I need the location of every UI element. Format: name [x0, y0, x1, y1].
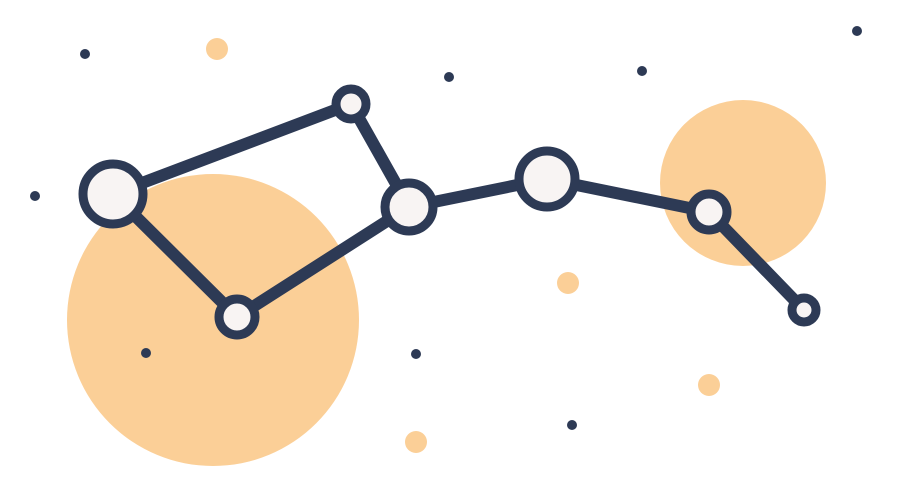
- constellation-line: [703, 206, 810, 316]
- constellation-line: [231, 201, 415, 323]
- peach-dot-middle: [557, 272, 579, 294]
- peach-dot-bottom: [405, 431, 427, 453]
- star-dot: [444, 72, 454, 82]
- constellation-stars: [78, 84, 821, 340]
- constellation-star-node: [514, 146, 580, 212]
- peach-dot-top: [206, 38, 228, 60]
- background-blobs: [67, 38, 826, 466]
- peach-dot-right: [698, 374, 720, 396]
- star-dot: [141, 348, 151, 358]
- peach-circle-large: [67, 174, 359, 466]
- constellation-star-node: [380, 178, 438, 236]
- constellation-star-node: [214, 294, 260, 340]
- star-dot: [637, 66, 647, 76]
- star-dot: [30, 191, 40, 201]
- constellation-star-node: [787, 293, 821, 327]
- constellation-star-node: [331, 84, 371, 124]
- constellation-line: [107, 98, 357, 200]
- constellation-star-node: [686, 189, 732, 235]
- star-dot: [80, 49, 90, 59]
- star-dot: [852, 26, 862, 36]
- star-dot: [411, 349, 421, 359]
- star-dots: [30, 26, 862, 430]
- star-dot: [567, 420, 577, 430]
- constellation-star-node: [78, 159, 148, 229]
